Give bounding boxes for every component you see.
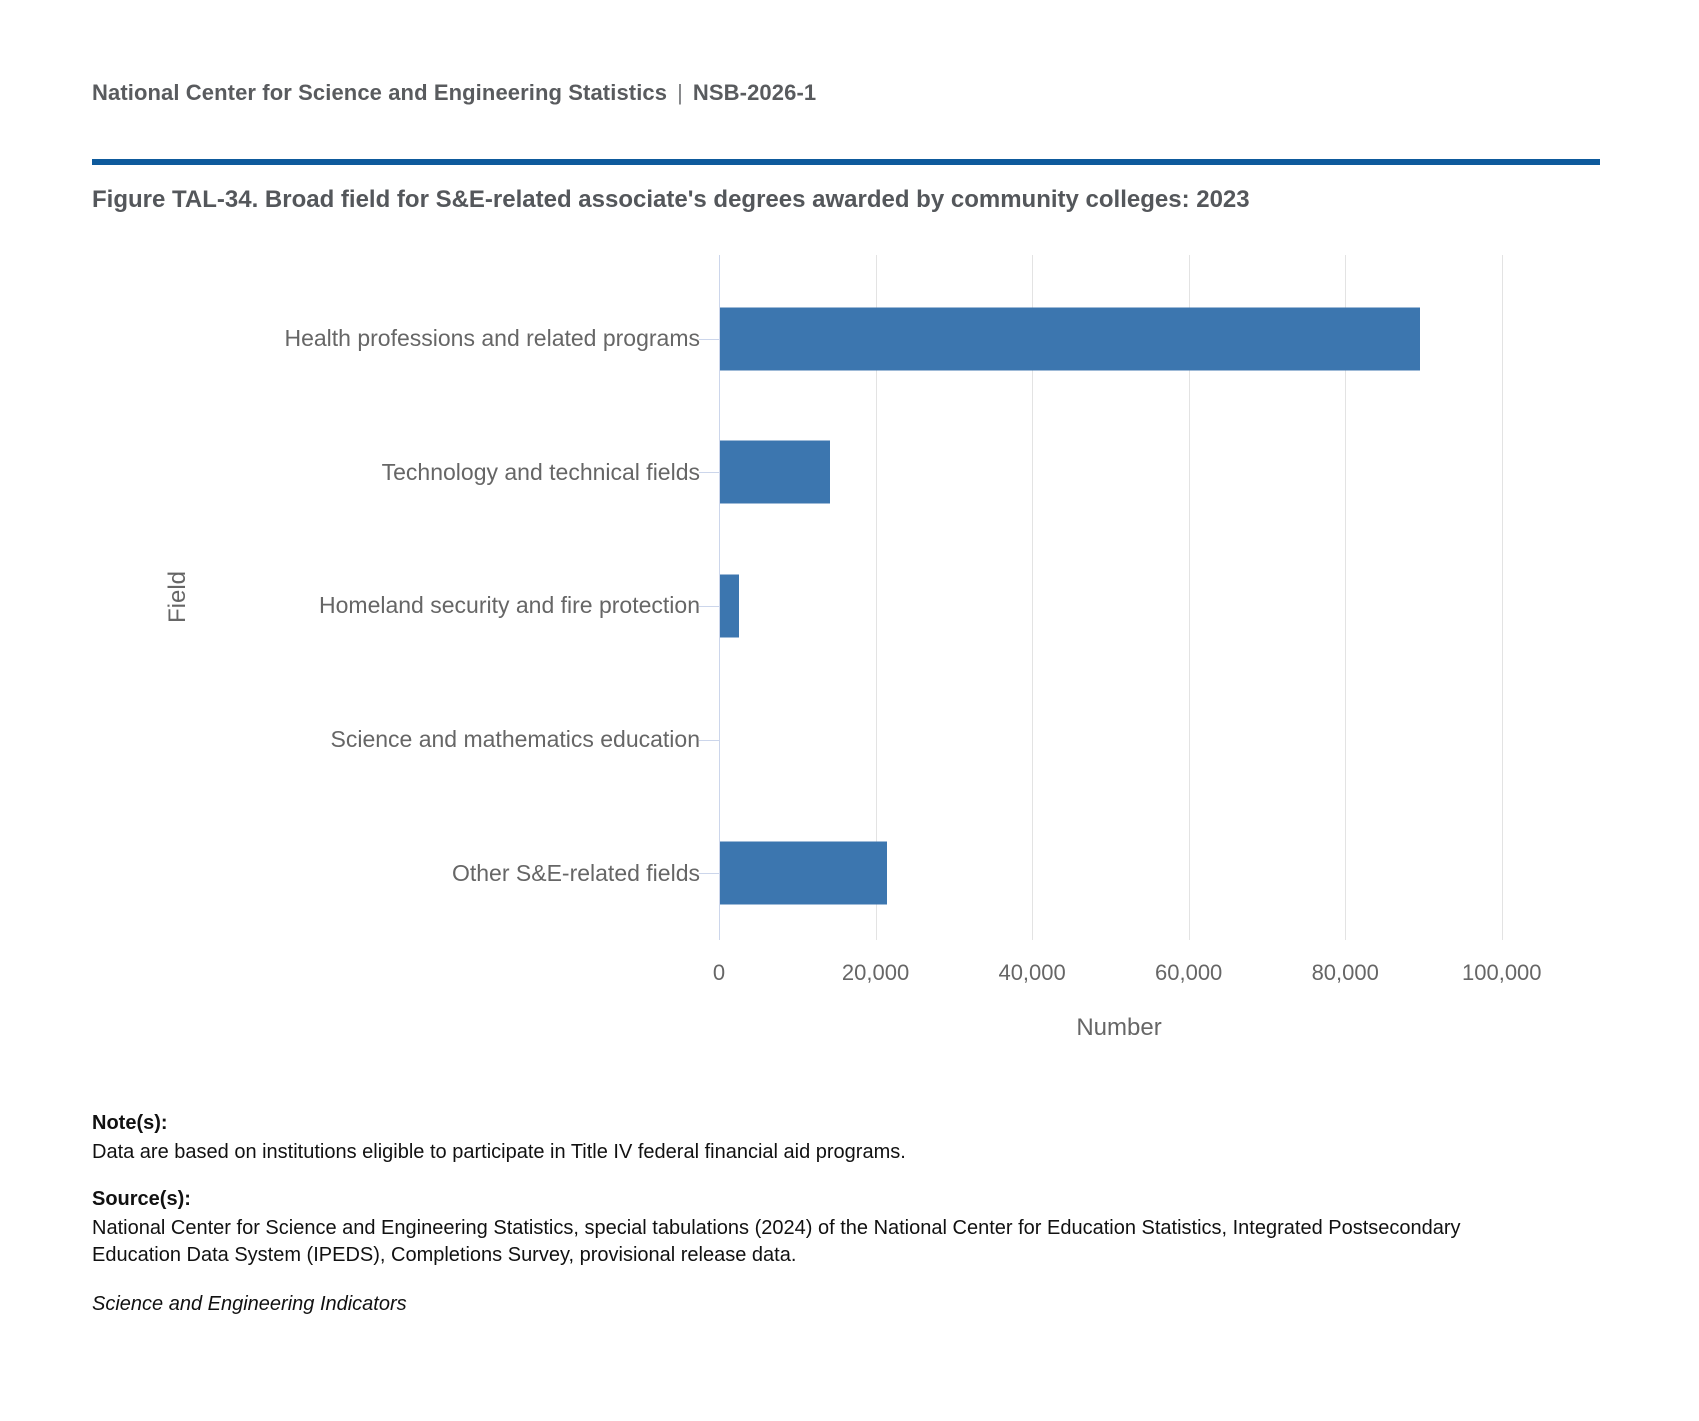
bar-band: [719, 673, 1519, 807]
header-separator: |: [677, 80, 683, 105]
x-tick-label: 40,000: [998, 960, 1066, 985]
x-tick-label: 100,000: [1462, 960, 1542, 985]
bar-band: [719, 406, 1519, 540]
attribution: Science and Engineering Indicators: [92, 1293, 407, 1315]
y-axis-title: Field: [164, 570, 191, 624]
x-tick-label: 60,000: [1155, 960, 1223, 985]
figure-title: Figure TAL-34. Broad field for S&E-relat…: [92, 186, 1250, 213]
chart-bar[interactable]: [719, 574, 740, 638]
header-divider-rule: [92, 159, 1600, 165]
x-tick-label: 80,000: [1311, 960, 1379, 985]
gridline: [1188, 255, 1190, 940]
gridline: [1345, 255, 1347, 940]
category-tick: [699, 472, 719, 474]
category-tick: [699, 873, 719, 875]
chart-bar[interactable]: [719, 307, 1421, 371]
category-label: Homeland security and fire protection: [319, 592, 700, 619]
category-label: Technology and technical fields: [381, 458, 700, 485]
chart-bar[interactable]: [719, 440, 831, 504]
sources-text: National Center for Science and Engineer…: [92, 1217, 1461, 1266]
chart-bar[interactable]: [719, 841, 888, 905]
bar-band: [719, 539, 1519, 673]
bar-band: [719, 806, 1519, 940]
category-tick: [699, 606, 719, 607]
y-axis-line: [719, 255, 720, 940]
bar-series: [719, 272, 1519, 940]
org-name: National Center for Science and Engineer…: [92, 80, 668, 105]
gridline: [875, 255, 877, 940]
report-header: National Center for Science and Engineer…: [92, 80, 816, 106]
category-tick: [699, 739, 719, 741]
gridline: [1501, 255, 1503, 940]
chart-plot-area: [719, 255, 1519, 940]
x-tick-label: 0: [712, 960, 726, 985]
report-id: NSB-2026-1: [692, 80, 817, 105]
category-axis-labels: Health professions and related programs T…: [100, 272, 700, 940]
notes-label: Note(s):: [92, 1112, 168, 1134]
category-label: Other S&E-related fields: [451, 859, 700, 886]
x-tick-label: 20,000: [841, 960, 910, 985]
notes-text: Data are based on institutions eligible …: [92, 1141, 906, 1163]
category-tick: [699, 338, 719, 340]
x-axis-title: Number: [1076, 1014, 1162, 1041]
category-label: Science and mathematics education: [330, 726, 701, 753]
notes-section: Note(s): Data are based on institutions …: [92, 1110, 1552, 1338]
category-label: Health professions and related programs: [284, 325, 700, 352]
gridline: [1032, 255, 1034, 940]
bar-band: [719, 272, 1519, 406]
sources-label: Source(s):: [92, 1188, 191, 1210]
